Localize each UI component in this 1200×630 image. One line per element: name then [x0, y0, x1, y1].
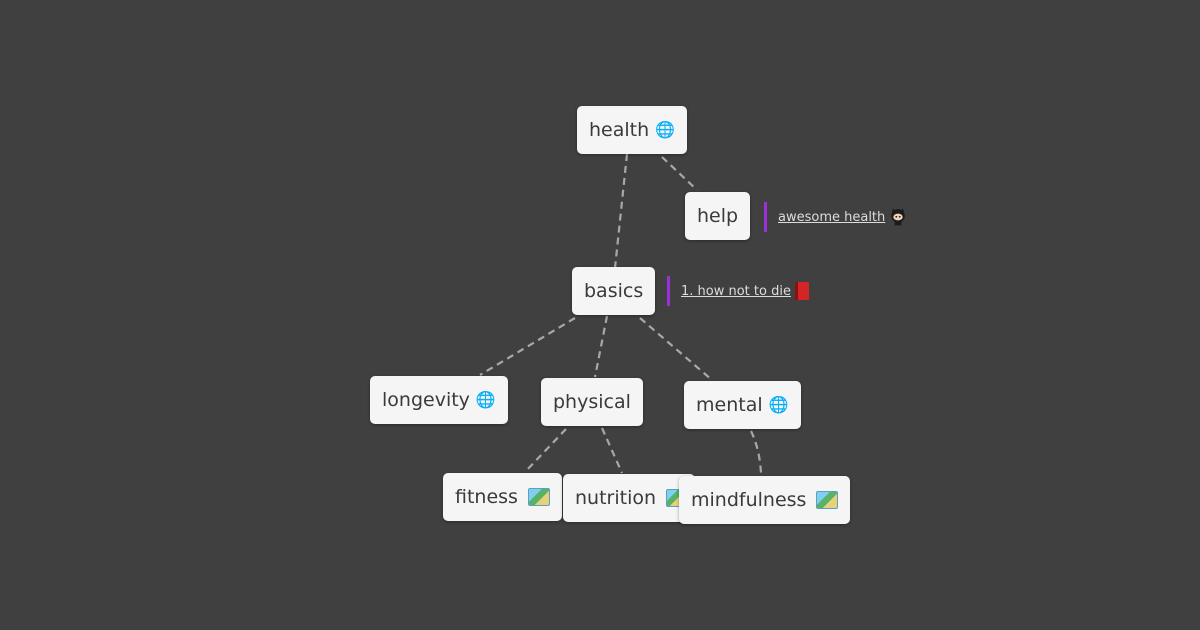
node-longevity[interactable]: longevity 🌐 [370, 376, 508, 424]
edge-basics-longevity [479, 317, 576, 376]
node-help[interactable]: help [685, 192, 751, 240]
map-icon [816, 491, 839, 509]
github-octocat-icon [891, 208, 906, 226]
node-fitness-label: fitness [455, 486, 518, 508]
node-basics-label: basics [584, 280, 644, 302]
node-mindfulness[interactable]: mindfulness [679, 476, 851, 524]
edge-health-basics [613, 153, 629, 269]
node-mindfulness-label: mindfulness [691, 489, 807, 511]
edge-basics-mental [639, 317, 713, 381]
edge-mental-mindfulness [750, 430, 763, 475]
node-fitness[interactable]: fitness [443, 473, 562, 521]
node-mental-label: mental [696, 394, 763, 416]
edge-health-help [661, 156, 698, 191]
edge-physical-nutrition [600, 427, 624, 474]
node-nutrition-label: nutrition [575, 487, 657, 509]
node-health[interactable]: health 🌐 [577, 106, 688, 154]
node-help-label: help [697, 205, 739, 227]
globe-icon: 🌐 [768, 395, 789, 414]
node-nutrition[interactable]: nutrition [563, 474, 695, 522]
map-icon [527, 488, 550, 506]
node-physical[interactable]: physical [541, 378, 643, 426]
note-accent-bar [667, 276, 670, 306]
how-not-to-die-link[interactable]: 1. how not to die [681, 283, 791, 299]
node-mental[interactable]: mental 🌐 [684, 381, 801, 429]
globe-icon: 🌐 [475, 390, 496, 409]
book-icon [794, 282, 809, 300]
node-longevity-label: longevity [382, 389, 470, 411]
edge-basics-physical [593, 315, 609, 378]
note-accent-bar [764, 202, 767, 232]
globe-icon: 🌐 [655, 120, 676, 139]
note-basics: 1. how not to die [667, 276, 809, 306]
edge-physical-fitness [524, 428, 567, 473]
node-basics[interactable]: basics [572, 267, 656, 315]
node-physical-label: physical [553, 391, 631, 413]
note-help: awesome health [764, 202, 907, 232]
awesome-health-link[interactable]: awesome health [778, 209, 886, 225]
node-health-label: health [589, 119, 650, 141]
